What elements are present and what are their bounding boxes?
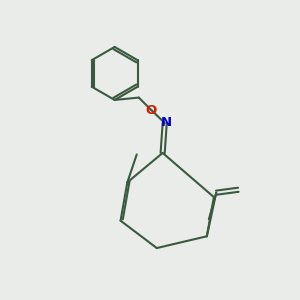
Text: N: N [160, 116, 172, 129]
Text: O: O [146, 104, 157, 117]
